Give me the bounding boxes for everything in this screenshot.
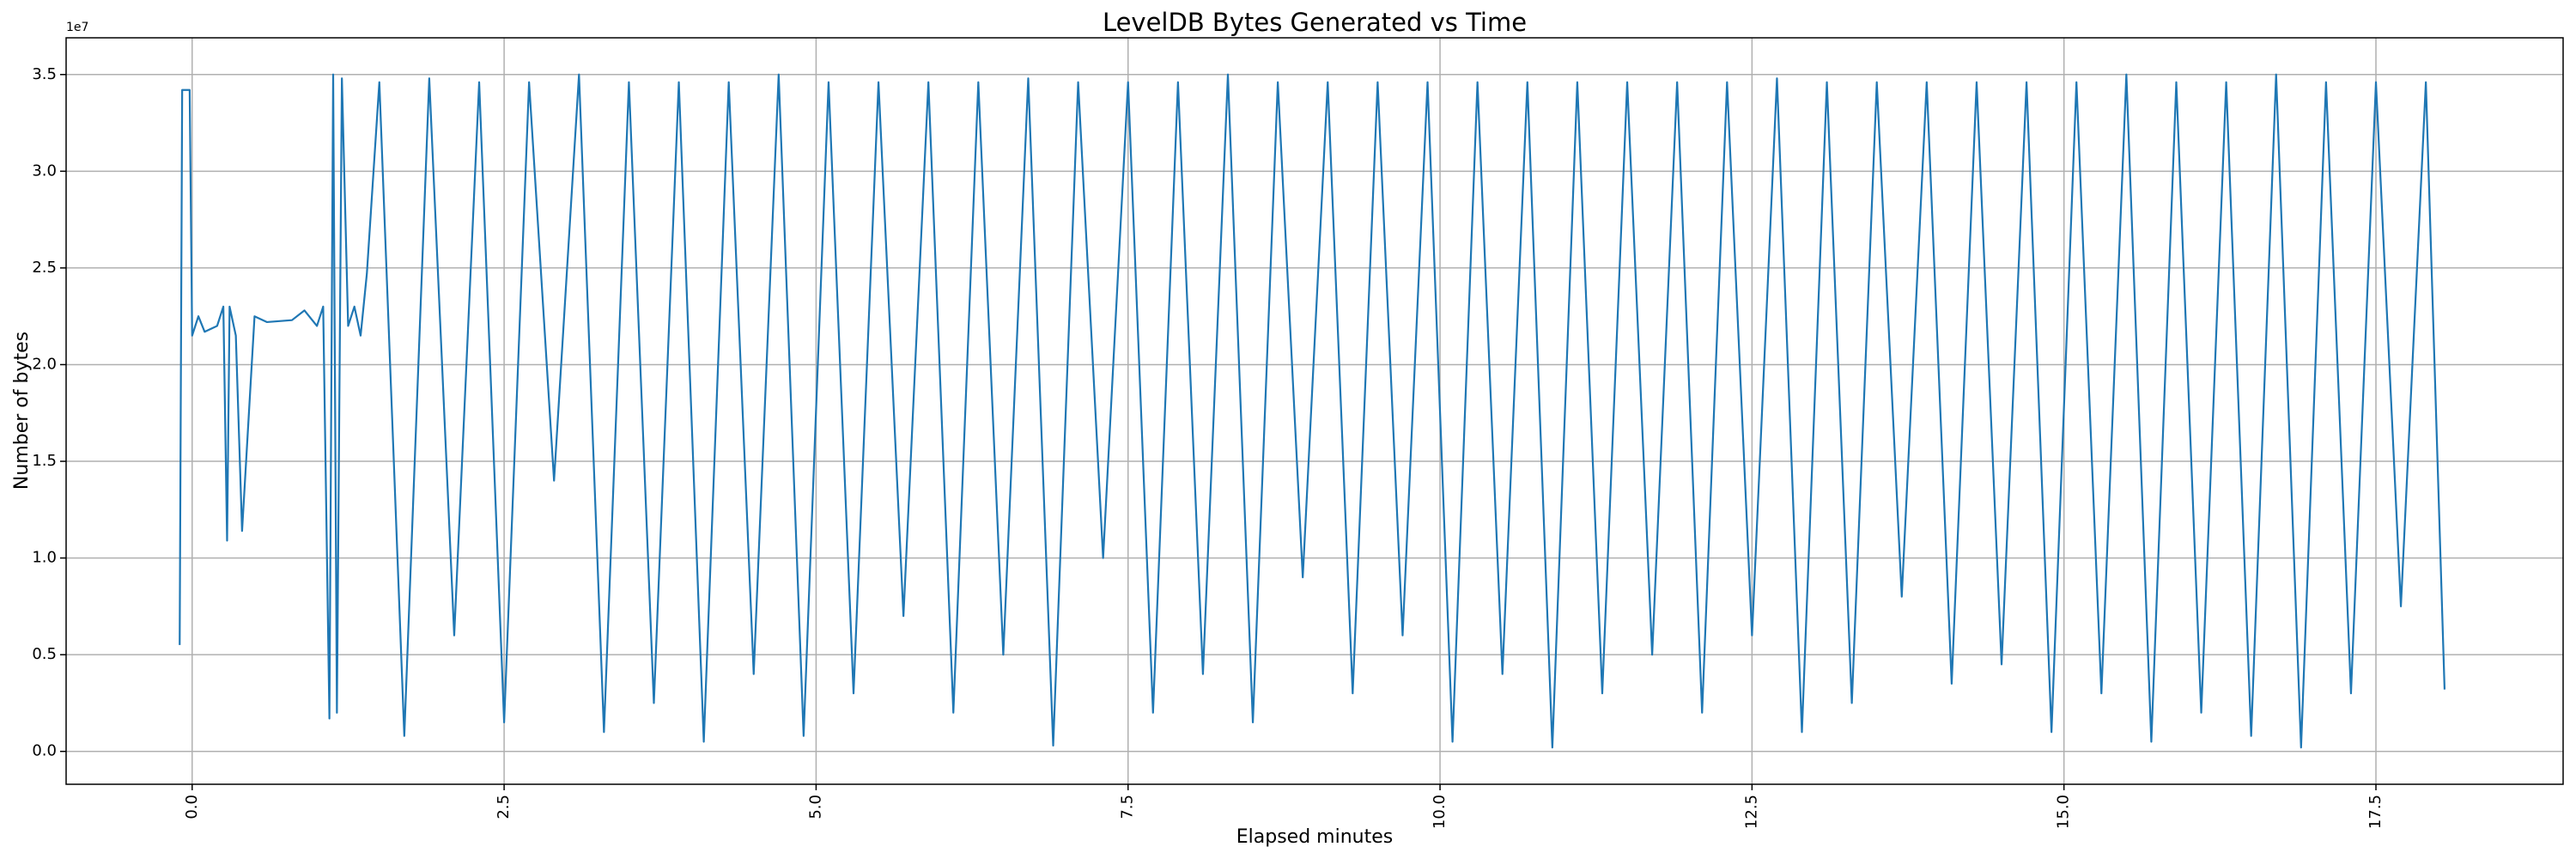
x-tick-label: 0.0 [183, 795, 201, 819]
x-tick-label: 10.0 [1431, 795, 1449, 829]
x-tick-label: 2.5 [495, 795, 513, 819]
y-offset-label: 1e7 [66, 21, 88, 34]
x-tick-label: 17.5 [2366, 795, 2385, 829]
data-line [179, 73, 2446, 749]
x-tick-label: 12.5 [1742, 795, 1760, 829]
chart-title: LevelDB Bytes Generated vs Time [1103, 8, 1527, 37]
x-tick-label: 15.0 [2055, 795, 2073, 829]
x-axis-label: Elapsed minutes [1236, 826, 1393, 848]
y-tick-label: 2.0 [32, 355, 57, 373]
y-tick-label: 3.5 [32, 65, 57, 83]
y-axis-label: Number of bytes [11, 332, 33, 490]
y-tick-label: 0.0 [32, 742, 57, 760]
y-tick-label: 2.5 [32, 259, 57, 277]
x-tick-label: 7.5 [1119, 795, 1137, 819]
y-tick-label: 1.0 [32, 549, 57, 567]
y-tick-label: 1.5 [32, 452, 57, 470]
y-tick-label: 3.0 [32, 161, 57, 180]
x-tick-label: 5.0 [806, 795, 824, 819]
plot-frame [65, 37, 2564, 785]
y-tick-label: 0.5 [32, 645, 57, 663]
